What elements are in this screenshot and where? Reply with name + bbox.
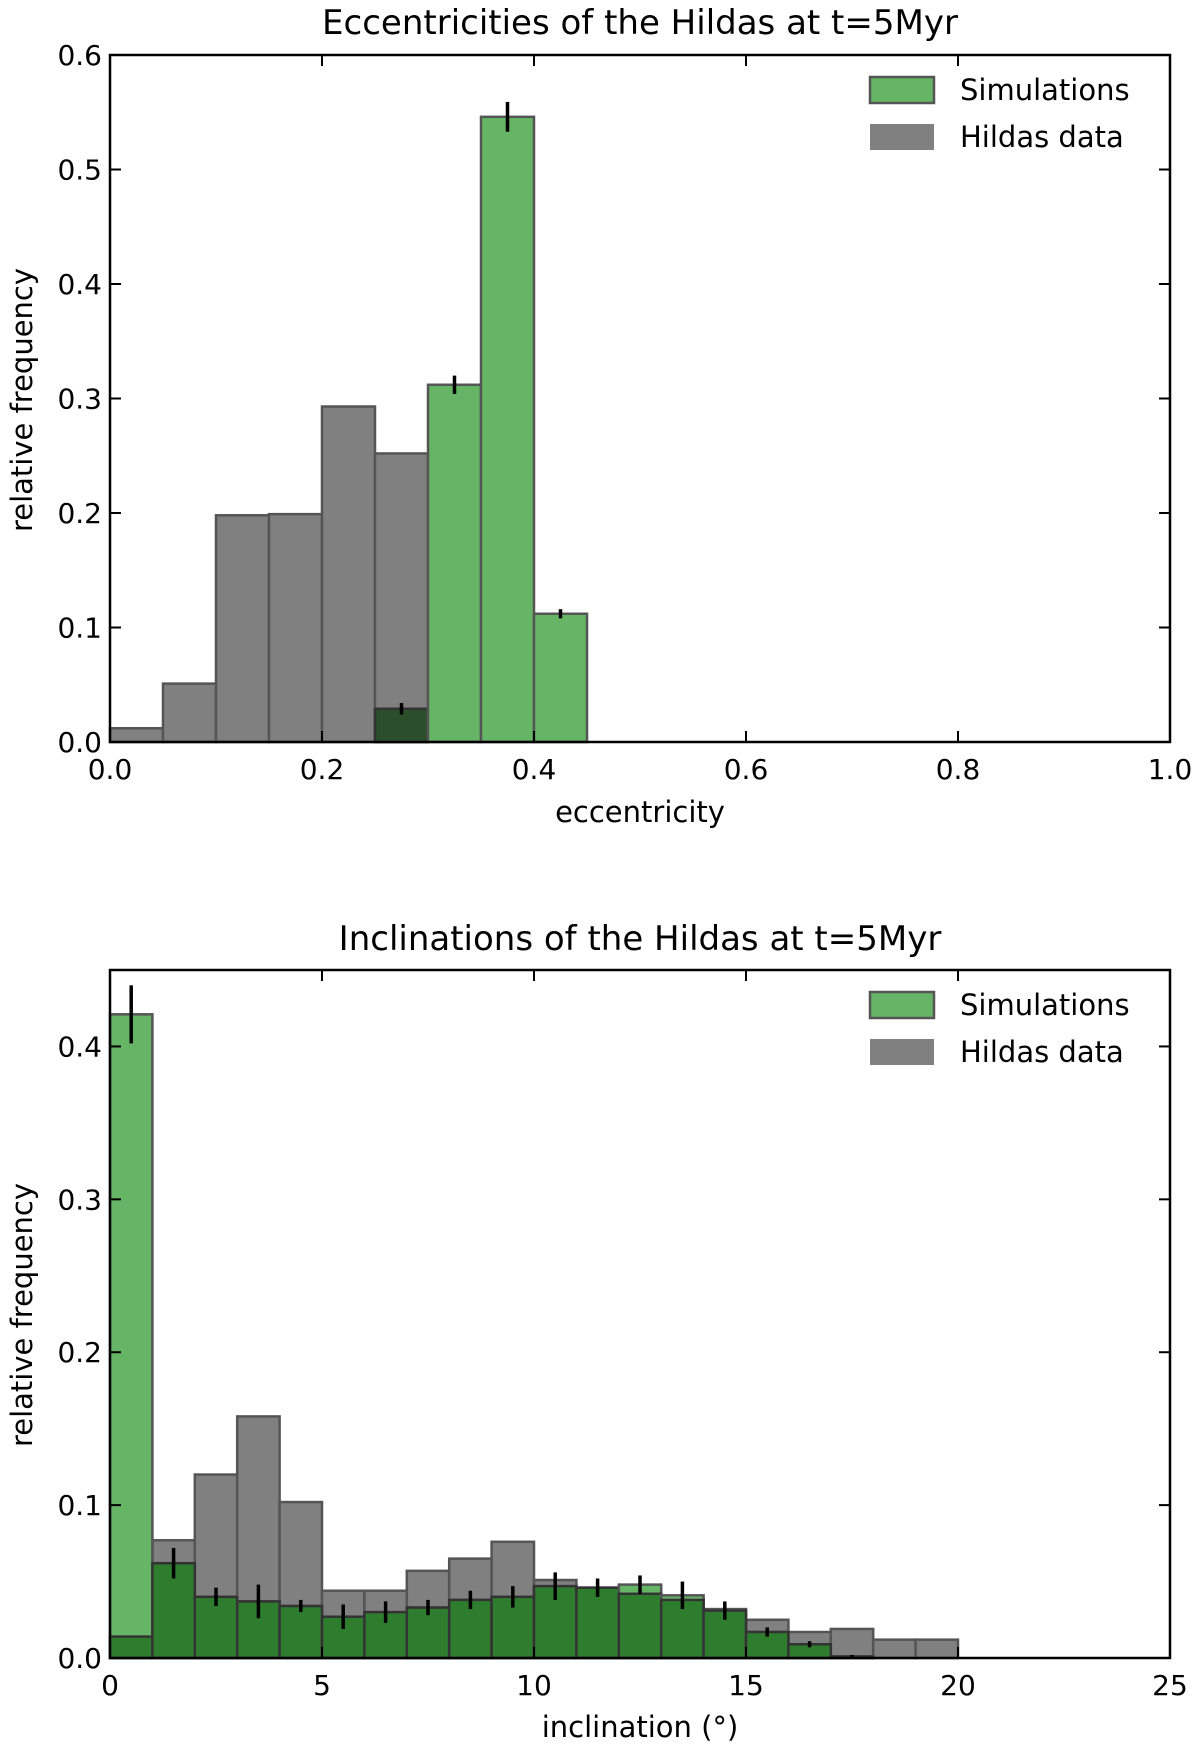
x-tick-label: 0 [101, 1669, 119, 1702]
legend: Simulations Hildas data [868, 73, 1130, 154]
x-tick-label: 1.0 [1148, 753, 1193, 786]
y-tick-label: 0.4 [57, 1030, 102, 1063]
hildas-bar [914, 1638, 960, 1660]
overlap-bar [278, 1604, 324, 1660]
y-tick-label: 0.2 [57, 1336, 102, 1369]
simulation-bar [479, 115, 536, 744]
simulation-bar [426, 383, 483, 744]
hildas-bar [267, 512, 324, 744]
y-axis-label: relative frequency [5, 268, 39, 532]
x-tick-label: 15 [728, 1669, 764, 1702]
error-bars [129, 985, 854, 1658]
hildas-bar [829, 1627, 875, 1660]
overlap-bar [575, 1586, 621, 1660]
x-tick-label: 0.0 [88, 753, 133, 786]
chart-title: Inclinations of the Hildas at t=5Myr [339, 919, 942, 959]
y-tick-label: 0.0 [57, 726, 102, 759]
x-tick-label: 25 [1152, 1669, 1188, 1702]
legend-label: Hildas data [960, 120, 1124, 154]
y-tick-label: 0.0 [57, 1642, 102, 1675]
hildas-bar [373, 452, 430, 744]
y-tick-label: 0.6 [57, 39, 102, 72]
x-tick-label: 0.4 [512, 753, 557, 786]
x-tick-label: 5 [313, 1669, 331, 1702]
plot-frame [108, 968, 1172, 1660]
x-tick-label: 10 [516, 1669, 552, 1702]
simulation-bar [532, 612, 589, 744]
legend-label: Simulations [960, 73, 1130, 107]
hildas-bar [320, 405, 377, 744]
legend: Simulations Hildas data [868, 988, 1130, 1069]
y-tick-label: 0.2 [57, 497, 102, 530]
y-tick-label: 0.5 [57, 154, 102, 187]
hildas-bar [871, 1638, 917, 1660]
error-bars [399, 101, 563, 715]
bars [108, 115, 589, 744]
x-tick-label: 0.8 [936, 753, 981, 786]
y-tick-label: 0.3 [57, 1183, 102, 1216]
x-axis-label: eccentricity [555, 795, 725, 829]
legend-swatch [868, 990, 936, 1020]
x-tick-label: 0.6 [724, 753, 769, 786]
inclination-chart: Inclinations of the Hildas at t=5Myr inc… [5, 919, 1188, 1744]
y-tick-label: 0.1 [57, 612, 102, 645]
eccentricity-chart: Eccentricities of the Hildas at t=5Myr e… [5, 3, 1192, 829]
chart-title: Eccentricities of the Hildas at t=5Myr [322, 3, 958, 43]
y-axis-label: relative frequency [5, 1183, 39, 1447]
legend-label: Hildas data [960, 1035, 1124, 1069]
simulation-bar [108, 1013, 154, 1660]
x-tick-label: 20 [940, 1669, 976, 1702]
hildas-bar [108, 727, 165, 744]
hildas-bar [214, 514, 271, 744]
overlap-bar [617, 1592, 663, 1660]
legend-swatch [868, 75, 936, 105]
y-tick-label: 0.3 [57, 383, 102, 416]
overlap-bar [108, 1635, 154, 1660]
legend-label: Simulations [960, 988, 1130, 1022]
x-tick-label: 0.2 [300, 753, 345, 786]
bars [108, 1013, 960, 1660]
y-tick-label: 0.4 [57, 268, 102, 301]
legend-swatch [870, 124, 934, 150]
x-axis-label: inclination (°) [542, 1710, 739, 1744]
hildas-bar [161, 682, 218, 744]
legend-swatch [870, 1039, 934, 1065]
y-tick-label: 0.1 [57, 1489, 102, 1522]
